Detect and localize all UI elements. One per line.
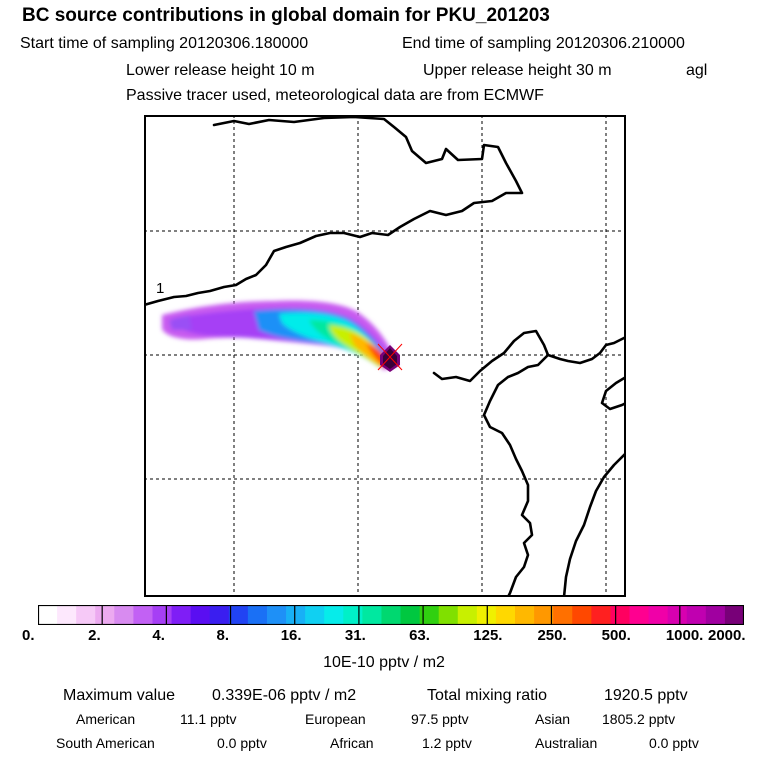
- colorbar-tick-label: 1000.: [665, 627, 704, 644]
- region-value-asian: 1805.2 pptv: [602, 711, 676, 727]
- colorbar-cell: [686, 605, 707, 625]
- colorbar-cell: [381, 605, 402, 625]
- colorbar-cell: [495, 605, 516, 625]
- colorbar-cell: [247, 605, 268, 625]
- colorbar-cell: [667, 605, 688, 625]
- start-time-label: Start time of sampling 20120306.180000: [20, 35, 309, 52]
- colorbar-cell: [724, 605, 744, 625]
- colorbar-tick-label: 250.: [537, 627, 567, 644]
- region-value-australian: 0.0 pptv: [649, 735, 699, 751]
- region-name-asian: Asian: [535, 711, 571, 727]
- colorbar-cell: [114, 605, 134, 625]
- region-name-european: European: [305, 711, 366, 727]
- coastline-north: [144, 115, 524, 307]
- coastline-east-peninsula: [546, 335, 626, 365]
- region-value-south-american: 0.0 pptv: [217, 735, 267, 751]
- colorbar-cell: [515, 605, 535, 625]
- colorbar-tick-label: 500.: [601, 627, 631, 644]
- colorbar-cell: [648, 605, 669, 625]
- colorbar-cell: [343, 605, 363, 625]
- colorbar-cell: [228, 605, 249, 625]
- colorbar-tick-label: 8.: [216, 627, 230, 644]
- colorbar-cell: [38, 605, 58, 625]
- colorbar-cell: [266, 605, 287, 625]
- map-grid: [144, 115, 626, 597]
- concentration-plume: [162, 300, 398, 370]
- colorbar-cell: [95, 605, 115, 625]
- coastlines: [144, 115, 626, 597]
- tracer-note: Passive tracer used, meteorological data…: [126, 87, 544, 104]
- colorbar-cell: [362, 605, 383, 625]
- colorbar-cell: [305, 605, 325, 625]
- colorbar-tick-label: 2000.: [708, 627, 746, 644]
- end-time-label: End time of sampling 20120306.210000: [402, 35, 685, 52]
- colorbar-frame: [38, 605, 744, 625]
- plot-title: BC source contributions in global domain…: [22, 5, 550, 26]
- total-mixing-ratio-label: Total mixing ratio: [427, 687, 548, 704]
- colorbar-cell: [57, 605, 77, 625]
- colorbar-tick-label: 16.: [280, 627, 302, 644]
- colorbar-cell: [534, 605, 554, 625]
- region-name-south-american: South American: [56, 735, 155, 751]
- map-frame: [144, 115, 626, 597]
- colorbar-unit-label: 10E-10 pptv / m2: [323, 654, 445, 671]
- colorbar-cell: [76, 605, 96, 625]
- colorbar-cell: [209, 605, 230, 625]
- colorbar-cell: [171, 605, 192, 625]
- contour-label: 1: [156, 280, 164, 297]
- colorbar-cell: [190, 605, 211, 625]
- agl-label: agl: [686, 62, 708, 79]
- colorbar-cell: [324, 605, 344, 625]
- colorbar-cell: [286, 605, 306, 625]
- region-value-european: 97.5 pptv: [411, 711, 469, 727]
- colorbar-cell: [553, 605, 573, 625]
- colorbar-cell: [419, 605, 440, 625]
- colorbar-cell: [438, 605, 459, 625]
- lower-release-height-label: Lower release height 10 m: [126, 62, 315, 79]
- colorbar: [38, 605, 744, 625]
- colorbar-tick-label: 2.: [88, 627, 101, 644]
- region-value-african: 1.2 pptv: [422, 735, 472, 751]
- region-name-african: African: [330, 735, 374, 751]
- colorbar-cell: [152, 605, 173, 625]
- upper-release-height-label: Upper release height 30 m: [423, 62, 612, 79]
- colorbar-cell: [572, 605, 592, 625]
- colorbar-tick-label: 125.: [473, 627, 503, 644]
- colorbar-cell: [705, 605, 726, 625]
- region-name-american: American: [76, 711, 136, 727]
- footprint-map: 1: [144, 115, 626, 597]
- coastline-east: [432, 329, 550, 597]
- colorbar-tick-label: 31.: [344, 627, 366, 644]
- max-value-label: Maximum value: [63, 687, 176, 704]
- max-value: 0.339E-06 pptv / m2: [212, 687, 357, 704]
- colorbar-cell: [629, 605, 650, 625]
- colorbar-tick-label: 63.: [409, 627, 430, 644]
- colorbar-cell: [591, 605, 612, 625]
- colorbar-cell: [457, 605, 478, 625]
- colorbar-cell: [133, 605, 154, 625]
- total-mixing-ratio-value: 1920.5 pptv: [604, 687, 688, 704]
- source-marker: [377, 343, 403, 372]
- coastline-lower: [562, 451, 626, 597]
- colorbar-tick-label: 0.: [22, 627, 35, 644]
- colorbar-tick-label: 4.: [152, 627, 165, 644]
- region-name-australian: Australian: [535, 735, 598, 751]
- coastline-far-east: [600, 375, 626, 411]
- colorbar-cell: [610, 605, 631, 625]
- colorbar-cell: [400, 605, 421, 625]
- region-value-american: 11.1 pptv: [180, 711, 237, 727]
